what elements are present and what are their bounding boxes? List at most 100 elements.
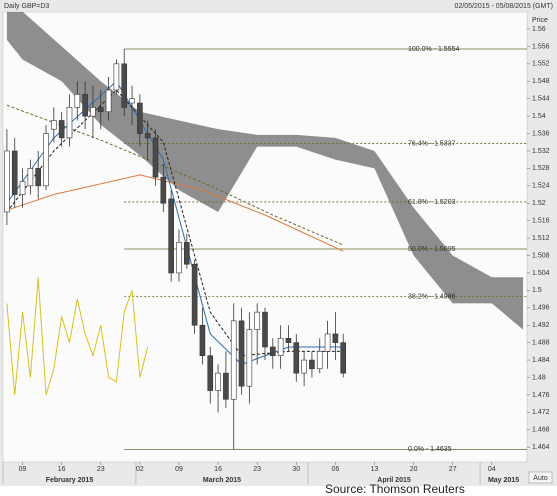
y-tick-label: 1.48: [532, 374, 546, 381]
candle-body: [230, 320, 237, 400]
y-axis-label: Price: [532, 17, 548, 24]
candle-body: [199, 324, 206, 357]
candle-body: [262, 311, 268, 348]
month-label: February 2015: [46, 477, 94, 484]
indicator-line: [6, 89, 344, 357]
candle-body: [144, 133, 151, 139]
candle-body: [74, 94, 81, 108]
candle-body: [121, 63, 128, 108]
y-tick-label: 1.536: [532, 130, 550, 137]
candle-body: [4, 150, 10, 213]
month-label: May 2015: [488, 477, 519, 484]
candle-body: [254, 311, 260, 330]
y-tick-label: 1.464: [532, 444, 550, 451]
auto-button-label[interactable]: Auto: [533, 475, 548, 482]
candle-body: [309, 359, 315, 370]
x-tick-label: 16: [214, 466, 222, 473]
x-tick-label: 27: [449, 466, 457, 473]
x-tick-label: 30: [292, 466, 300, 473]
candle-body: [270, 346, 276, 357]
y-tick-label: 1.468: [532, 427, 550, 434]
x-tick-label: 09: [175, 466, 183, 473]
y-tick-label: 1.488: [532, 339, 550, 346]
y-tick-label: 1.496: [532, 305, 550, 312]
candle-body: [97, 107, 104, 113]
fib-label: 76.4% - 1.5337: [408, 140, 456, 147]
candle-body: [340, 342, 347, 374]
y-tick-label: 1.508: [532, 252, 550, 259]
x-tick-label: 23: [253, 466, 261, 473]
candle-body: [90, 107, 96, 117]
y-tick-label: 1.56: [532, 26, 546, 33]
fib-label: 50.0% - 1.5095: [408, 246, 456, 253]
y-tick-label: 1.54: [532, 113, 546, 120]
y-tick-label: 1.552: [532, 61, 550, 68]
x-tick-label: 23: [97, 466, 105, 473]
candle-body: [277, 337, 284, 357]
candle-body: [129, 98, 135, 104]
candle-body: [332, 333, 339, 343]
indicator-line: [6, 277, 149, 396]
candle-body: [183, 242, 190, 265]
candle-body: [160, 176, 167, 204]
y-tick-label: 1.556: [532, 43, 550, 50]
y-tick-label: 1.504: [532, 270, 550, 277]
y-tick-label: 1.492: [532, 322, 550, 329]
fib-label: 100.0% - 1.5554: [408, 46, 459, 53]
candle-body: [113, 63, 120, 91]
candle-body: [316, 351, 323, 370]
candle-body: [207, 355, 214, 391]
y-tick-label: 1.472: [532, 409, 550, 416]
y-tick-label: 1.524: [532, 183, 550, 190]
month-label: March 2015: [203, 477, 241, 484]
candle-body: [246, 329, 253, 387]
y-tick-label: 1.512: [532, 235, 550, 242]
y-tick-label: 1.516: [532, 218, 550, 225]
fib-label: 0.0% - 1.4635: [408, 446, 452, 453]
candle-body: [43, 133, 49, 187]
x-tick-label: 16: [58, 466, 66, 473]
auto-button[interactable]: [528, 471, 553, 484]
candle-body: [215, 372, 221, 391]
candle-body: [27, 168, 34, 187]
candle-body: [168, 198, 174, 274]
y-tick-label: 1.544: [532, 96, 550, 103]
x-tick-label: 06: [331, 466, 339, 473]
candle-body: [137, 102, 143, 134]
candle-body: [11, 150, 18, 195]
plot-layer: 100.0% - 1.5554 76.4% - 1.5337 61.8% - 1.5…: [4, 12, 527, 453]
candle-body: [58, 120, 65, 139]
month-label: April 2015: [377, 477, 411, 484]
y-tick-label: 1.484: [532, 357, 550, 364]
candle-body: [152, 137, 159, 178]
candle-body: [191, 263, 198, 326]
candle-body: [19, 181, 26, 195]
candle-body: [285, 337, 292, 343]
y-tick-label: 1.5: [532, 287, 542, 294]
y-tick-label: 1.52: [532, 200, 546, 207]
y-tick-label: 1.476: [532, 392, 550, 399]
candle-body: [51, 120, 57, 130]
fib-label: 61.8% - 1.5203: [408, 199, 456, 206]
candle-body: [324, 333, 331, 352]
y-tick-label: 1.528: [532, 165, 550, 172]
candle-body: [223, 372, 229, 400]
chart-title: Daily GBP=D3: [4, 3, 49, 10]
indicator-line: [6, 174, 344, 252]
candle-body: [82, 94, 88, 117]
y-tick-label: 1.532: [532, 148, 550, 155]
source-note: Source: Thomson Reuters: [325, 482, 465, 496]
candle-body: [238, 320, 245, 387]
fib-label: 38.2% - 1.4986: [408, 293, 456, 300]
x-tick-label: 20: [410, 466, 418, 473]
candle-body: [105, 89, 112, 113]
candle-body: [66, 107, 73, 139]
x-tick-label: 13: [371, 466, 379, 473]
x-tick-label: 02: [136, 466, 144, 473]
x-tick-label: 04: [488, 466, 496, 473]
ichimoku-cloud: [6, 12, 524, 330]
candle-body: [301, 359, 307, 374]
candle-body: [176, 242, 182, 274]
candle-body: [293, 342, 300, 374]
